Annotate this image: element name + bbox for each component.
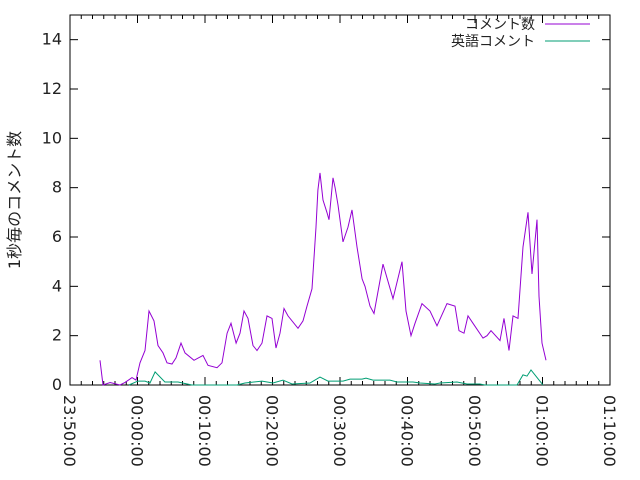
axes: 0 2 4 6 8 10 12 14 23:50:00 00:00:00 00:10:00 00:20…	[42, 14, 619, 467]
x-tick-label: 00:00:00	[128, 395, 147, 467]
x-tick-label: 00:50:00	[465, 395, 484, 467]
legend-label: コメント数	[465, 17, 535, 33]
y-tick-label: 8	[52, 178, 62, 197]
x-tick-label: 23:50:00	[60, 395, 79, 467]
y-tick-label: 12	[42, 79, 62, 98]
y-tick-label: 10	[42, 128, 62, 147]
x-tick-label: 00:40:00	[398, 395, 417, 467]
y-tick-label: 6	[52, 227, 62, 246]
x-tick-label: 00:10:00	[195, 395, 214, 467]
series-layer	[99, 172, 547, 386]
series-line-1	[99, 172, 547, 386]
legend-label: 英語コメント	[451, 33, 535, 50]
x-tick-label: 01:00:00	[533, 395, 552, 467]
series-line-2	[128, 369, 544, 386]
x-tick-label: 00:30:00	[330, 395, 349, 467]
plot-border	[69, 14, 611, 386]
y-tick-label: 0	[52, 375, 62, 394]
y-tick-label: 2	[52, 326, 62, 345]
x-tick-label: 00:20:00	[263, 395, 282, 467]
y-tick-label: 4	[52, 276, 62, 295]
x-tick-label: 01:10:00	[600, 395, 619, 467]
y-axis-label: 1秒毎のコメント数	[5, 131, 24, 269]
y-tick-label: 14	[42, 30, 62, 49]
